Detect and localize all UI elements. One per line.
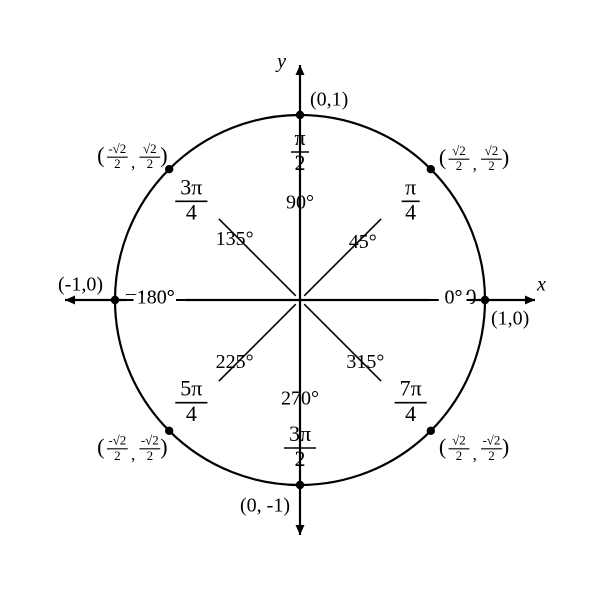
- svg-text:π: π: [405, 174, 416, 199]
- svg-text:225°: 225°: [216, 351, 254, 373]
- svg-text:5π: 5π: [180, 376, 202, 401]
- svg-text:45°: 45°: [349, 231, 377, 253]
- svg-text:(0, -1): (0, -1): [240, 495, 290, 517]
- svg-text:4: 4: [405, 401, 416, 426]
- svg-text:-√2: -√2: [108, 141, 126, 156]
- svg-text:2: 2: [147, 156, 154, 171]
- svg-text:(: (: [439, 144, 446, 169]
- svg-text:-√2: -√2: [141, 433, 159, 448]
- svg-text:2: 2: [456, 158, 463, 173]
- svg-text:√2: √2: [485, 143, 499, 158]
- unit-circle-diagram: xy0°0(1,0)45°π4(√22,√22)90°π2(0,1)135°3π…: [0, 0, 600, 600]
- svg-text:y: y: [275, 51, 286, 73]
- svg-text:-√2: -√2: [108, 433, 126, 448]
- svg-text:,: ,: [131, 153, 135, 172]
- svg-text:2: 2: [488, 448, 495, 463]
- svg-text:-√2: -√2: [482, 433, 500, 448]
- svg-text:3π: 3π: [289, 421, 311, 446]
- svg-text:4: 4: [186, 200, 197, 225]
- svg-text:2: 2: [114, 156, 121, 171]
- svg-text:2: 2: [488, 158, 495, 173]
- svg-text:315°: 315°: [346, 351, 384, 373]
- svg-text:2: 2: [114, 448, 121, 463]
- svg-text:π: π: [294, 125, 305, 150]
- svg-text:(-1,0): (-1,0): [58, 274, 103, 296]
- svg-text:): ): [502, 144, 509, 169]
- svg-text:(: (: [97, 142, 104, 167]
- svg-text:x: x: [536, 274, 546, 296]
- svg-text:180°: 180°: [137, 287, 175, 309]
- svg-text:√2: √2: [452, 143, 466, 158]
- svg-text:4: 4: [405, 200, 416, 225]
- svg-text:): ): [160, 142, 167, 167]
- svg-text:,: ,: [473, 155, 477, 174]
- svg-text:): ): [502, 434, 509, 459]
- svg-text:(0,1): (0,1): [310, 89, 348, 111]
- svg-text:(: (: [439, 434, 446, 459]
- svg-text:270°: 270°: [281, 387, 319, 409]
- svg-text:4: 4: [186, 401, 197, 426]
- svg-text:2: 2: [295, 150, 306, 175]
- svg-text:,: ,: [473, 445, 477, 464]
- svg-text:90°: 90°: [286, 191, 314, 213]
- svg-text:): ): [160, 434, 167, 459]
- svg-text:135°: 135°: [216, 228, 254, 250]
- svg-text:7π: 7π: [400, 376, 422, 401]
- svg-text:(: (: [97, 434, 104, 459]
- svg-text:3π: 3π: [180, 174, 202, 199]
- svg-text:,: ,: [131, 445, 135, 464]
- svg-text:2: 2: [295, 446, 306, 471]
- svg-text:(1,0): (1,0): [491, 308, 529, 330]
- svg-text:0°: 0°: [445, 287, 463, 309]
- svg-text:√2: √2: [452, 433, 466, 448]
- svg-text:2: 2: [456, 448, 463, 463]
- svg-text:2: 2: [147, 448, 154, 463]
- svg-text:√2: √2: [143, 141, 157, 156]
